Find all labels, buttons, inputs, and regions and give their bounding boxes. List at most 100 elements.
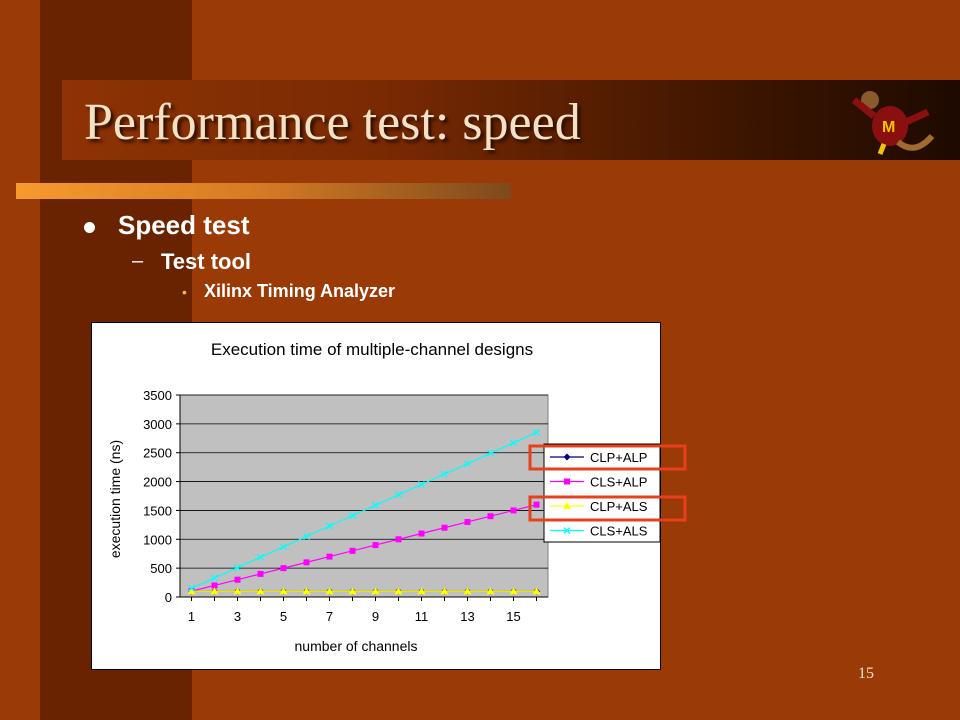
y-tick-label: 0 xyxy=(165,590,172,605)
series-line-cls-als xyxy=(191,431,537,589)
data-point-cls-alp xyxy=(533,501,540,508)
x-marker-stroke xyxy=(441,470,448,478)
chart-frame: Execution time of multiple-channel desig… xyxy=(91,322,661,670)
legend-label-cls-alp: CLS+ALP xyxy=(590,475,647,490)
data-point-cls-als xyxy=(257,553,264,561)
bullet-speed-test: Speed test xyxy=(118,210,250,240)
data-point-clp-als xyxy=(210,587,219,595)
x-marker-stroke xyxy=(280,543,287,551)
series-line-cls-alp xyxy=(191,504,537,592)
x-marker-stroke xyxy=(326,522,333,530)
legend-marker-cls-als xyxy=(563,527,571,534)
data-point-clp-als xyxy=(417,587,426,595)
data-point-clp-als xyxy=(325,587,334,595)
data-point-clp-als xyxy=(463,587,472,595)
data-point-cls-als xyxy=(464,460,471,468)
data-point-clp-als xyxy=(394,587,403,595)
data-point-cls-als xyxy=(234,564,241,572)
execution-time-chart: Execution time of multiple-channel desig… xyxy=(107,340,661,654)
data-point-clp-als xyxy=(233,587,242,595)
data-point-cls-als xyxy=(211,574,218,582)
y-tick-label: 2000 xyxy=(143,475,172,490)
x-tick-label: 11 xyxy=(415,609,429,624)
data-point-clp-als xyxy=(302,587,311,595)
data-point-cls-alp xyxy=(464,518,471,525)
y-tick-label: 3500 xyxy=(143,388,172,403)
chart-legend: CLP+ALP CLS+ALP CLP+ALS CLS+ALS xyxy=(543,443,661,543)
slide-title: Performance test: speed xyxy=(84,94,581,151)
bullet-dot xyxy=(84,222,95,233)
x-tick-label: 1 xyxy=(188,609,195,624)
data-point-cls-alp xyxy=(487,513,494,520)
svg-text:M: M xyxy=(882,119,895,136)
x-marker-stroke xyxy=(533,429,540,436)
data-point-clp-als xyxy=(256,587,265,595)
legend-marker-clp-als xyxy=(563,502,571,509)
data-point-clp-als xyxy=(486,587,495,595)
sub-sub-bullet-dot: • xyxy=(182,284,187,300)
x-tick-label: 15 xyxy=(506,609,520,624)
x-axis-label: number of channels xyxy=(295,638,418,654)
data-point-cls-als xyxy=(280,543,287,551)
legend-marker-cls-alp xyxy=(564,478,570,485)
data-point-clp-als xyxy=(532,587,541,595)
series-layer xyxy=(187,429,541,595)
x-marker-stroke xyxy=(510,439,517,447)
data-point-cls-alp xyxy=(395,536,402,543)
x-tick-label: 3 xyxy=(234,609,241,624)
x-tick-label: 7 xyxy=(326,609,333,624)
y-tick-label: 500 xyxy=(150,561,172,576)
chart-title: Execution time of multiple-channel desig… xyxy=(211,340,533,359)
bullet-test-tool: Test tool xyxy=(161,249,252,274)
gridlines xyxy=(179,394,548,598)
x-axis-ticks: 1 3 5 7 9 11 13 15 xyxy=(188,597,537,624)
data-point-clp-als xyxy=(440,587,449,595)
highlight-box-clp-als xyxy=(528,495,687,522)
data-point-cls-als xyxy=(533,429,540,436)
data-point-cls-alp xyxy=(257,570,264,577)
x-tick-label: 5 xyxy=(280,609,287,624)
data-point-cls-alp xyxy=(280,565,287,572)
data-point-cls-als xyxy=(395,491,402,499)
data-point-cls-alp xyxy=(510,507,517,514)
legend-label-clp-als: CLP+ALS xyxy=(590,499,648,514)
x-marker-stroke xyxy=(418,480,425,488)
legend-label-clp-alp: CLP+ALP xyxy=(590,450,647,465)
x-marker-stroke xyxy=(487,449,494,457)
sub-bullet-dash: – xyxy=(132,250,144,272)
data-point-cls-alp xyxy=(234,576,241,583)
x-marker-stroke xyxy=(372,501,379,509)
data-point-clp-als xyxy=(187,587,196,595)
data-point-cls-als xyxy=(326,522,333,530)
data-point-cls-alp xyxy=(441,524,448,531)
data-point-cls-alp xyxy=(326,553,333,560)
data-point-cls-alp xyxy=(349,547,356,554)
y-tick-label: 1000 xyxy=(143,532,172,547)
data-point-clp-als xyxy=(509,587,518,595)
title-band xyxy=(62,80,960,160)
page-number: 15 xyxy=(858,665,874,682)
bullet-xilinx-timing-analyzer: Xilinx Timing Analyzer xyxy=(204,281,396,301)
y-tick-label: 2500 xyxy=(143,446,172,461)
y-axis-ticks: 0 500 1000 1500 2000 2500 3000 3500 xyxy=(143,388,180,605)
x-marker-stroke xyxy=(395,491,402,499)
data-point-cls-alp xyxy=(418,530,425,537)
x-marker-stroke xyxy=(257,553,264,561)
gopher-mascot-icon: M xyxy=(851,91,935,155)
x-marker-stroke xyxy=(349,512,356,520)
data-point-cls-alp xyxy=(303,559,310,566)
x-tick-label: 13 xyxy=(460,609,474,624)
title-underline-bar xyxy=(16,183,511,199)
data-point-cls-als xyxy=(303,532,310,540)
x-tick-label: 9 xyxy=(372,609,379,624)
y-tick-label: 3000 xyxy=(143,417,172,432)
legend-marker-clp-alp xyxy=(563,453,571,461)
data-point-cls-als xyxy=(349,512,356,520)
data-point-clp-als xyxy=(279,587,288,595)
legend-label-cls-als: CLS+ALS xyxy=(590,524,648,539)
highlight-box-clp-alp xyxy=(528,444,687,471)
y-tick-label: 1500 xyxy=(143,503,172,518)
x-marker-stroke xyxy=(188,584,195,592)
data-point-cls-alp xyxy=(372,542,379,549)
